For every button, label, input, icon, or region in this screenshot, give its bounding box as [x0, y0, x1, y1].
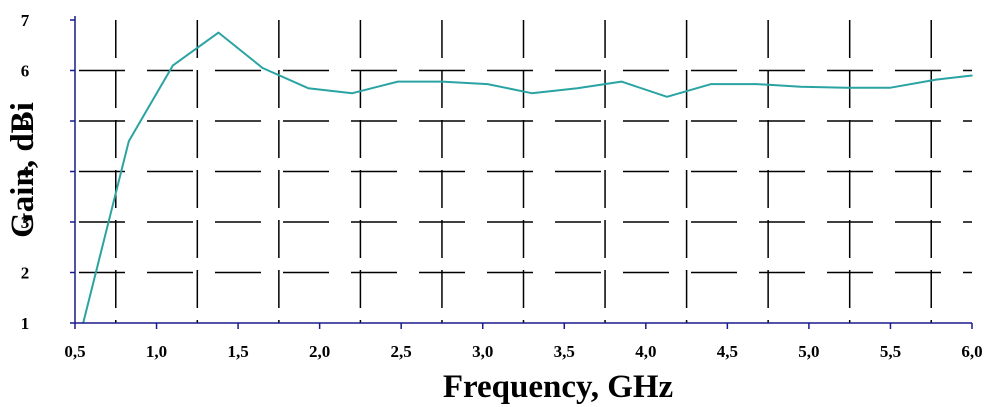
y-tick-label: 1	[21, 314, 30, 333]
x-tick-label: 3,0	[472, 342, 493, 361]
y-tick-label: 2	[21, 264, 30, 283]
data-point	[530, 92, 533, 95]
y-tick-label: 7	[21, 11, 30, 30]
data-point	[261, 67, 264, 69]
data-point	[889, 86, 892, 89]
data-point	[576, 87, 579, 89]
x-tick-label: 4,0	[635, 342, 656, 361]
x-tick-label: 0,5	[64, 342, 85, 361]
tick-labels: 0,5 1,0 1,5 2,0 2,5 3,0 3,5 4,0 4,5 5,0 5,5 6,0 1 2 3 4…	[21, 11, 983, 361]
data-point	[128, 140, 130, 142]
data-point	[935, 78, 937, 81]
data-point	[172, 64, 174, 67]
x-tick-label: 1,0	[146, 342, 167, 361]
grid	[75, 20, 972, 323]
x-tick-label: 3,5	[554, 342, 575, 361]
data-point	[755, 83, 758, 85]
y-tick-label: 5	[21, 112, 30, 131]
y-axis-title: Gain, dBi	[5, 102, 41, 238]
x-tick-label: 2,0	[309, 342, 330, 361]
data-point	[666, 95, 668, 98]
y-tick-label: 6	[21, 62, 30, 81]
data-point	[620, 80, 623, 83]
data-point	[799, 85, 802, 88]
axes	[70, 16, 973, 329]
data-point	[217, 31, 220, 34]
data-point	[971, 74, 973, 77]
data-point	[710, 83, 712, 85]
data-point	[397, 80, 399, 83]
y-tick-label: 3	[21, 213, 30, 232]
data-point	[351, 92, 354, 95]
data-point	[845, 86, 848, 89]
data-point	[486, 83, 489, 85]
x-tick-label: 5,0	[798, 342, 819, 361]
series-layer	[82, 31, 973, 324]
x-tick-label: 1,5	[227, 342, 248, 361]
x-tick-label: 6,0	[961, 342, 982, 361]
y-tick-label: 4	[21, 163, 30, 182]
x-tick-label: 4,5	[717, 342, 738, 361]
data-point	[307, 87, 310, 89]
data-point	[441, 80, 443, 83]
x-axis-title: Frequency, GHz	[443, 369, 673, 405]
x-tick-label: 2,5	[391, 342, 412, 361]
x-tick-label: 5,5	[880, 342, 901, 361]
gain-series-line	[82, 31, 973, 324]
